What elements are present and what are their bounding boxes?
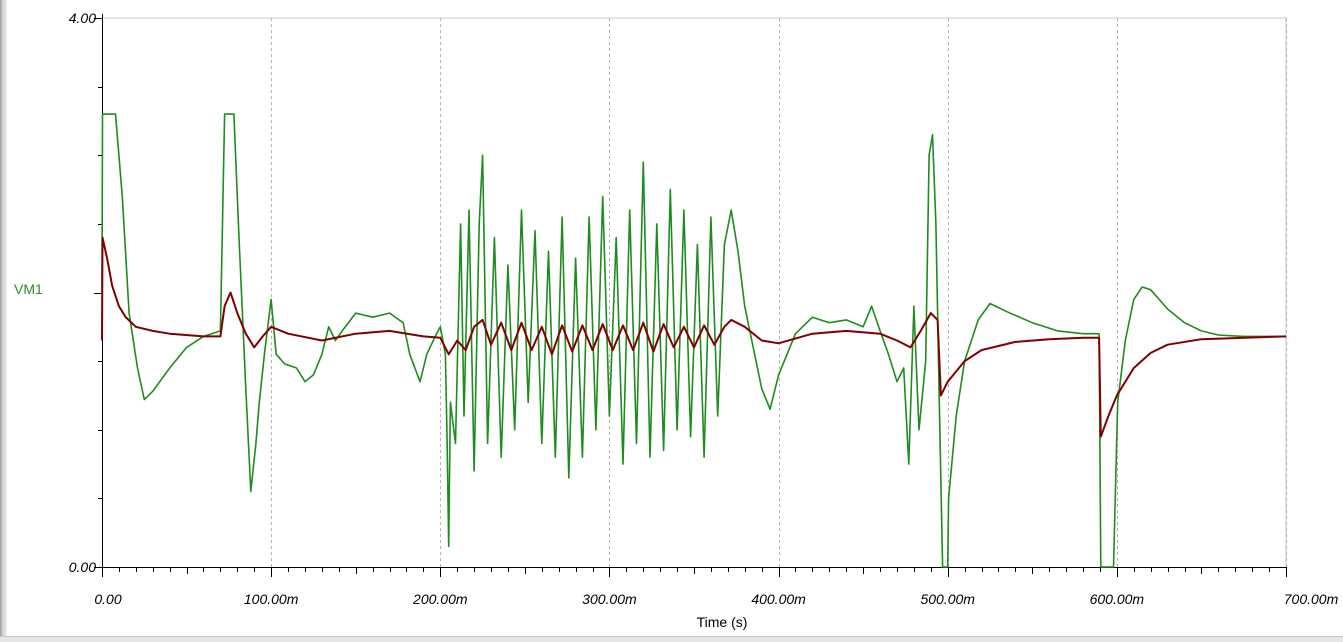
x-tick-label: 0.00: [94, 591, 121, 607]
y-axis-label: VM1: [14, 281, 43, 297]
window-left-edge: [0, 0, 7, 641]
x-tick-label: 100.00m: [244, 591, 299, 607]
y-tick-label-bottom: 0.00: [69, 559, 96, 575]
plot-area: [102, 17, 1287, 567]
series-group: [101, 113, 1287, 568]
series-line-1: [101, 113, 1286, 568]
x-tick-label: 600.00m: [1090, 591, 1145, 607]
x-tick-label: 200.00m: [412, 591, 468, 607]
axes: [94, 14, 1287, 577]
grid-lines: [271, 18, 1287, 567]
x-tick-label: 500.00m: [920, 591, 975, 607]
x-tick-label: 300.00m: [582, 591, 637, 607]
axis-labels: VM1 Time (s) 4.00 0.00 0.00 100.00m 200.00m 3…: [14, 10, 1339, 630]
series-line-2: [101, 236, 1287, 438]
x-axis-title: Time (s): [697, 614, 748, 630]
x-tick-label: 400.00m: [751, 591, 806, 607]
window-bottom-edge: [0, 636, 1343, 642]
x-tick-label: 700.00m: [1284, 591, 1339, 607]
y-tick-label-top: 4.00: [69, 10, 96, 26]
